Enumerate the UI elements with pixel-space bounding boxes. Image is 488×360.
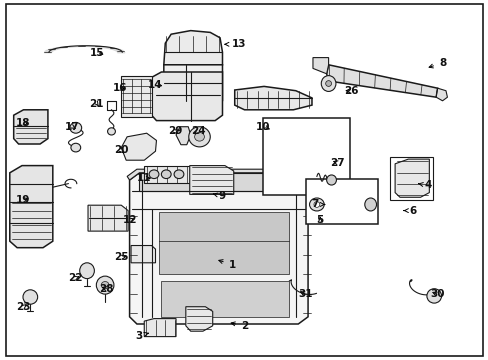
Polygon shape	[151, 72, 222, 121]
Text: 25: 25	[114, 252, 128, 262]
Polygon shape	[176, 127, 190, 145]
Text: 5: 5	[316, 215, 323, 225]
Polygon shape	[328, 184, 346, 220]
Polygon shape	[144, 166, 189, 183]
Ellipse shape	[188, 127, 210, 147]
Text: 28: 28	[99, 284, 114, 294]
Ellipse shape	[96, 276, 114, 294]
Polygon shape	[129, 173, 307, 324]
Polygon shape	[189, 166, 233, 194]
Text: 12: 12	[122, 215, 137, 225]
Text: 27: 27	[329, 158, 344, 168]
Polygon shape	[234, 86, 311, 110]
Polygon shape	[185, 307, 212, 331]
Text: 23: 23	[16, 302, 31, 312]
Ellipse shape	[71, 143, 81, 152]
Ellipse shape	[325, 81, 331, 86]
Text: 2: 2	[231, 321, 247, 331]
Text: 4: 4	[418, 180, 431, 190]
Polygon shape	[163, 65, 222, 108]
Polygon shape	[139, 173, 295, 191]
Polygon shape	[88, 205, 128, 231]
Text: 22: 22	[68, 273, 83, 283]
Text: 24: 24	[190, 126, 205, 136]
Text: 10: 10	[255, 122, 270, 132]
Polygon shape	[131, 246, 155, 263]
Ellipse shape	[326, 175, 336, 185]
Text: 3: 3	[136, 330, 148, 341]
Polygon shape	[267, 169, 310, 192]
Ellipse shape	[174, 170, 183, 179]
Text: 11: 11	[137, 173, 151, 183]
Text: 17: 17	[65, 122, 80, 132]
Text: 29: 29	[167, 126, 182, 136]
Polygon shape	[435, 88, 447, 101]
Ellipse shape	[426, 289, 441, 303]
Polygon shape	[127, 169, 307, 180]
Text: 15: 15	[89, 48, 104, 58]
Polygon shape	[144, 319, 176, 337]
Text: 6: 6	[403, 206, 416, 216]
Text: 7: 7	[311, 199, 324, 210]
Bar	[389, 157, 432, 200]
Ellipse shape	[149, 170, 159, 179]
Bar	[161, 281, 288, 317]
Polygon shape	[121, 133, 156, 160]
Text: 30: 30	[429, 289, 444, 300]
Ellipse shape	[321, 76, 335, 91]
Text: 9: 9	[213, 191, 225, 201]
Polygon shape	[14, 110, 48, 144]
Polygon shape	[163, 31, 222, 65]
Text: 16: 16	[112, 83, 127, 93]
Text: 26: 26	[343, 86, 358, 96]
Ellipse shape	[313, 202, 319, 207]
Ellipse shape	[101, 282, 109, 289]
Text: 1: 1	[219, 260, 235, 270]
Bar	[305, 179, 377, 224]
Polygon shape	[121, 76, 151, 117]
Ellipse shape	[272, 172, 292, 190]
Text: 8: 8	[428, 58, 445, 68]
Polygon shape	[312, 58, 328, 74]
Polygon shape	[394, 159, 428, 197]
Ellipse shape	[107, 128, 115, 135]
Text: 20: 20	[114, 145, 128, 156]
Ellipse shape	[364, 198, 376, 211]
Text: 31: 31	[298, 289, 312, 300]
Text: 21: 21	[89, 99, 104, 109]
Text: 14: 14	[148, 80, 163, 90]
Ellipse shape	[161, 170, 171, 179]
Polygon shape	[159, 212, 288, 274]
Ellipse shape	[70, 122, 81, 133]
Ellipse shape	[278, 177, 286, 184]
Ellipse shape	[194, 132, 204, 141]
Text: 13: 13	[224, 39, 245, 49]
Ellipse shape	[23, 290, 38, 304]
Text: 19: 19	[16, 195, 31, 205]
Polygon shape	[10, 166, 53, 248]
Text: 18: 18	[16, 118, 31, 128]
Ellipse shape	[309, 198, 324, 211]
Ellipse shape	[80, 263, 94, 279]
Polygon shape	[326, 65, 437, 97]
Bar	[263, 118, 349, 195]
